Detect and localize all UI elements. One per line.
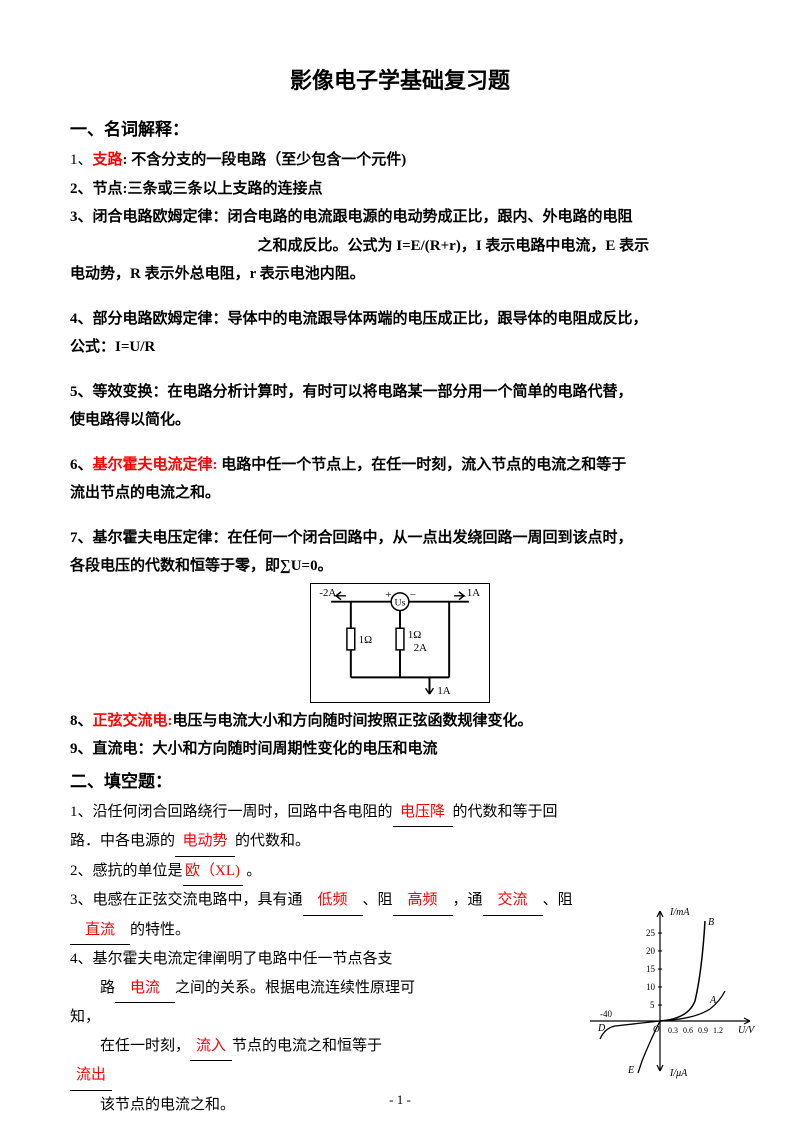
term-7-line2: 各段电压的代数和恒等于零，即∑U=0。 (70, 552, 730, 581)
svg-text:2A: 2A (414, 641, 427, 653)
blank-3-ans1: 低频 (303, 886, 363, 916)
blank-2-ans: 欧（XL) (183, 857, 243, 887)
svg-text:I/mA: I/mA (669, 907, 690, 918)
svg-text:10: 10 (646, 982, 656, 992)
svg-text:B: B (708, 917, 714, 928)
svg-text:-40: -40 (600, 1009, 612, 1019)
svg-text:I/μA: I/μA (669, 1068, 688, 1079)
svg-text:5: 5 (650, 1000, 655, 1010)
svg-text:20: 20 (646, 946, 656, 956)
blank-4-ans2: 流入 (190, 1032, 232, 1062)
term-2: 2、节点:三条或三条以上支路的连接点 (70, 175, 730, 204)
blank-2: 2、感抗的单位是欧（XL) 。 (70, 857, 730, 887)
svg-text:A: A (709, 995, 717, 1006)
svg-text:-2A: -2A (319, 586, 336, 598)
svg-text:1.2: 1.2 (713, 1026, 723, 1035)
term-6-keyword: 基尔霍夫电流定律 (93, 457, 213, 473)
svg-text:+: + (385, 588, 391, 600)
blank-3-ans3: 交流 (483, 886, 543, 916)
blank-4-ans3: 流出 (70, 1061, 112, 1091)
term-3-line2: 之和成反比。公式为 I=E/(R+r)，I 表示电路中电流，E 表示 (70, 232, 730, 261)
svg-text:D: D (597, 1023, 606, 1034)
blank-1-ans1: 电压降 (393, 798, 453, 828)
svg-text:25: 25 (646, 928, 656, 938)
svg-text:1A: 1A (467, 586, 480, 598)
iv-curve-graph: I/mA I/μA U/V 25 20 15 10 5 0.3 0.6 0.9 … (580, 901, 760, 1081)
page-number: - 1 - (0, 1088, 800, 1113)
svg-text:0.6: 0.6 (683, 1026, 693, 1035)
blank-1-line2: 路．中各电源的电动势的代数和。 (70, 827, 730, 857)
term-8: 8、正弦交流电:电压与电流大小和方向随时间按照正弦函数规律变化。 (70, 707, 730, 736)
svg-text:1Ω: 1Ω (408, 629, 421, 641)
svg-text:−: − (410, 588, 416, 600)
blank-3-ans4: 直流 (70, 916, 130, 946)
term-7-line1: 7、基尔霍夫电压定律：在任何一个闭合回路中，从一点出发绕回路一周回到该点时， (70, 524, 730, 553)
svg-text:0.9: 0.9 (698, 1026, 708, 1035)
svg-text:15: 15 (646, 964, 656, 974)
term-9: 9、直流电：大小和方向随时间周期性变化的电压和电流 (70, 735, 730, 764)
term-3-line3: 电动势，R 表示外总电阻，r 表示电池内阻。 (70, 260, 730, 289)
term-3-line1: 3、闭合电路欧姆定律：闭合电路的电流跟电源的电动势成正比，跟内、外电路的电阻 (70, 203, 730, 232)
section-1-header: 一、名词解释： (70, 114, 730, 146)
section-2-header: 二、填空题： (70, 766, 730, 798)
term-4-line2: 公式：I=U/R (70, 333, 730, 362)
blank-4-ans1: 电流 (115, 974, 175, 1004)
blank-3-ans2: 高频 (393, 886, 453, 916)
term-4-line1: 4、部分电路欧姆定律：导体中的电流跟导体两端的电压成正比，跟导体的电阻成反比， (70, 305, 730, 334)
term-8-keyword: 正弦交流电 (93, 713, 168, 729)
term-6-line2: 流出节点的电流之和。 (70, 479, 730, 508)
svg-text:1A: 1A (437, 685, 450, 697)
term-5-line1: 5、等效变换：在电路分析计算时，有时可以将电路某一部分用一个简单的电路代替， (70, 378, 730, 407)
svg-text:Us: Us (395, 597, 406, 608)
term-1-keyword: 支路 (93, 152, 123, 168)
doc-title: 影像电子学基础复习题 (70, 60, 730, 102)
blank-1-ans2: 电动势 (175, 827, 235, 857)
circuit-diagram: Us + − -2A 1A 1Ω 1Ω 2A 1A (310, 583, 490, 703)
term-1: 1、支路: 不含分支的一段电路（至少包含一个元件) (70, 146, 730, 175)
term-6-line1: 6、基尔霍夫电流定律: 电路中任一个节点上，在任一时刻，流入节点的电流之和等于 (70, 451, 730, 480)
svg-text:1Ω: 1Ω (359, 634, 372, 646)
blank-1-line1: 1、沿任何闭合回路绕行一周时，回路中各电阻的电压降的代数和等于回 (70, 798, 730, 828)
svg-text:0.3: 0.3 (668, 1026, 678, 1035)
svg-text:U/V: U/V (738, 1025, 756, 1036)
term-5-line2: 使电路得以简化。 (70, 406, 730, 435)
svg-text:E: E (627, 1065, 634, 1076)
